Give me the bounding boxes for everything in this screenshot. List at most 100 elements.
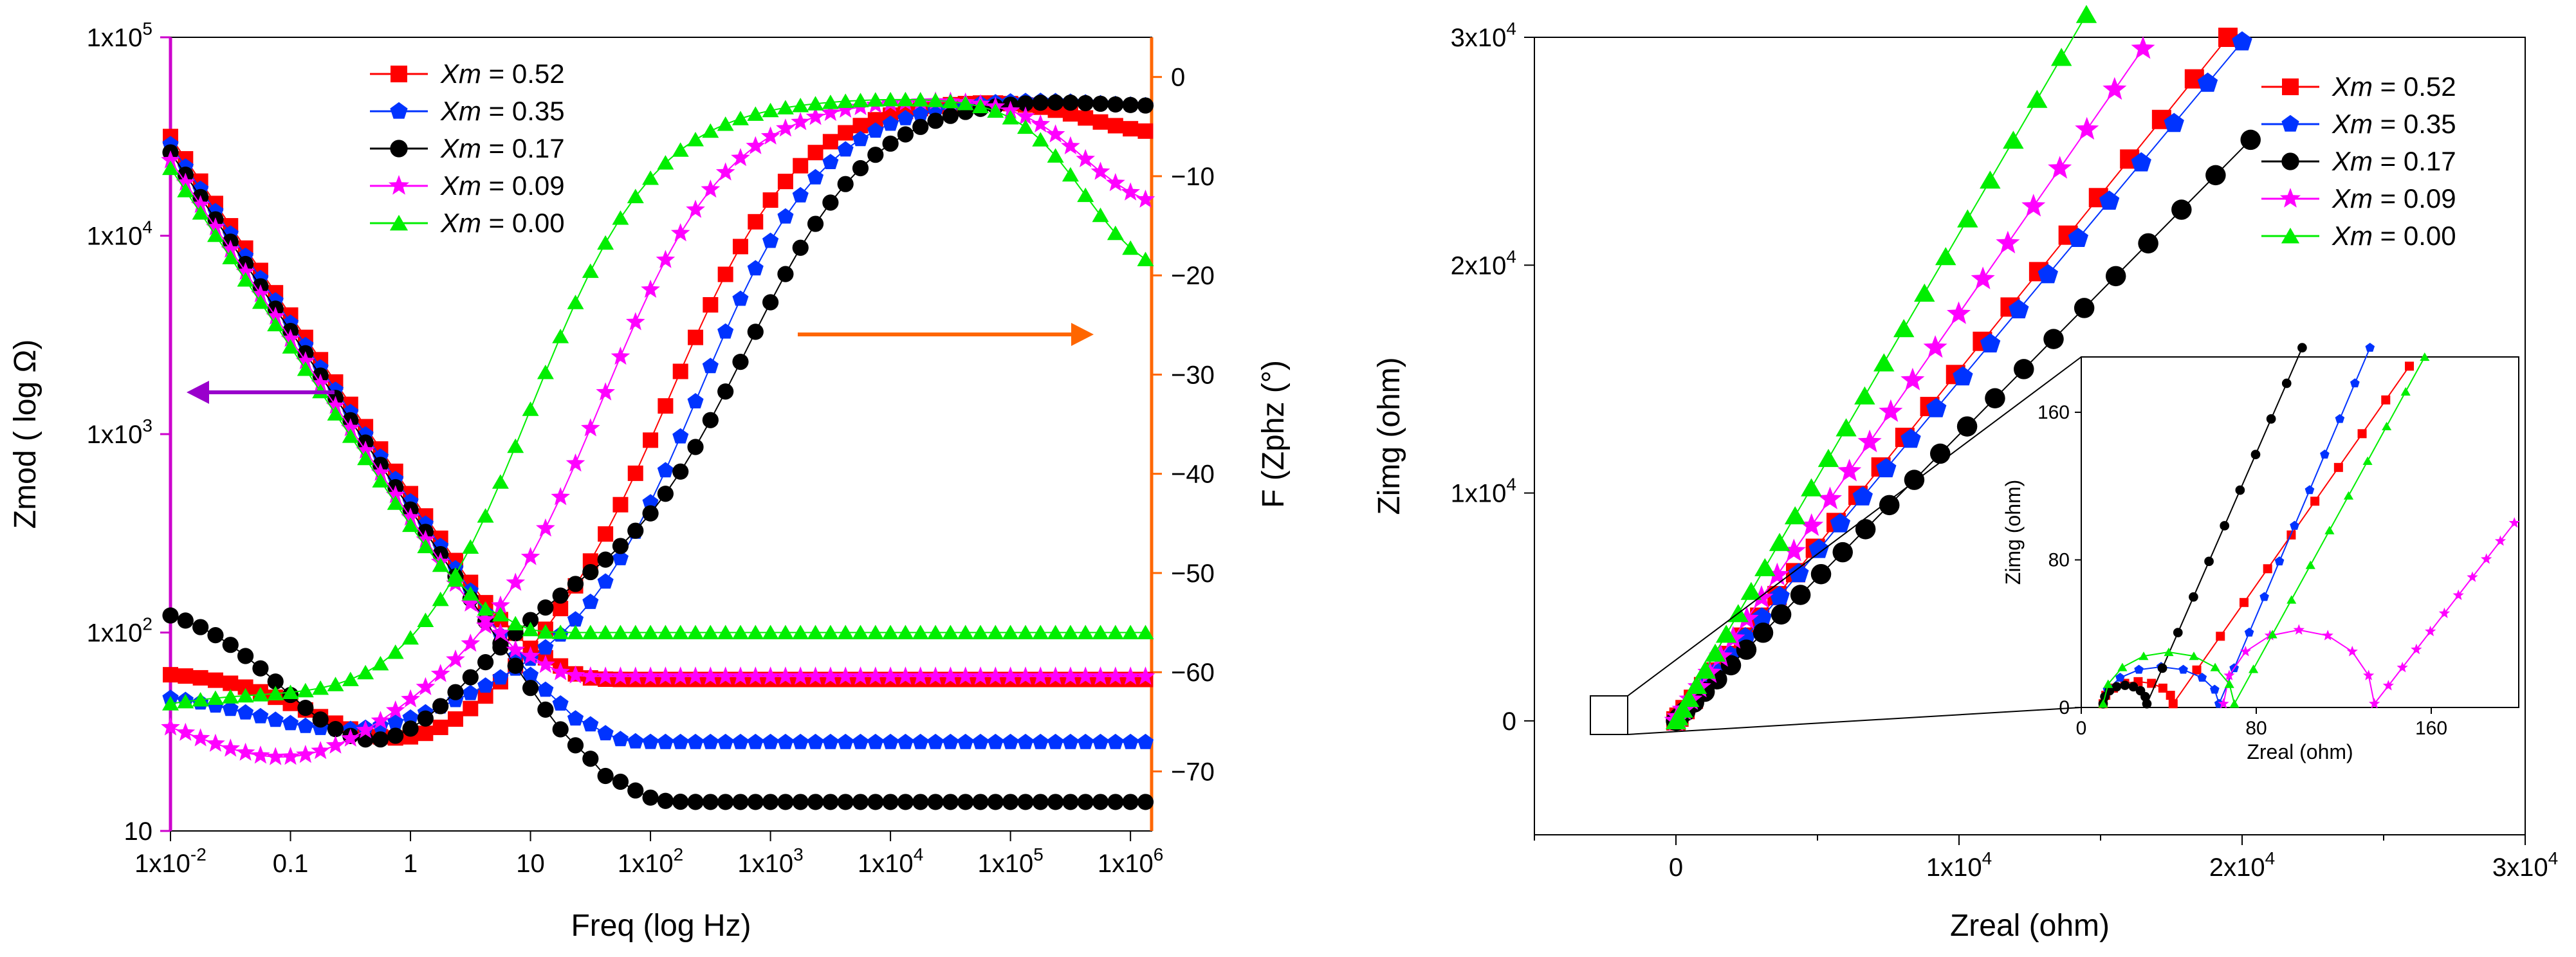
data-point (371, 462, 391, 481)
data-point (223, 675, 239, 691)
data-point (672, 733, 689, 749)
data-point (327, 406, 344, 421)
data-point (2322, 630, 2333, 641)
data-point (732, 239, 748, 255)
data-point (192, 205, 209, 220)
data-point (2368, 698, 2380, 709)
data-point (1002, 733, 1019, 749)
data-point (2204, 556, 2214, 567)
data-point (1123, 121, 1139, 137)
data-point (642, 494, 659, 510)
data-point (807, 733, 824, 749)
data-point (1090, 666, 1110, 685)
data-point (237, 648, 254, 664)
data-point (312, 680, 329, 695)
data-point (461, 633, 481, 652)
data-point (206, 733, 225, 752)
data-point (356, 440, 375, 459)
data-point (987, 733, 1004, 749)
inset-y-tick-label: 160 (2038, 402, 2070, 423)
data-point (1734, 606, 1759, 630)
legend-marker (388, 175, 410, 195)
data-point (881, 666, 900, 685)
data-point (897, 109, 914, 125)
data-point (1830, 513, 1851, 533)
data-point (612, 731, 629, 747)
data-point (897, 794, 914, 810)
data-point (267, 711, 284, 727)
data-point (1076, 666, 1095, 685)
data-point (582, 624, 599, 639)
data-point (852, 794, 869, 810)
data-point (418, 725, 434, 742)
data-point (1857, 429, 1882, 453)
data-point (522, 401, 539, 416)
data-point (642, 505, 659, 522)
data-point (717, 116, 734, 131)
data-point (401, 689, 420, 707)
data-point (1854, 386, 1875, 405)
data-point (656, 250, 676, 268)
data-point (251, 284, 270, 303)
data-point (222, 689, 239, 704)
data-point (1017, 794, 1034, 810)
data-point (2411, 643, 2422, 655)
data-point (748, 214, 764, 230)
y-left-tick-label: 1x104 (87, 217, 152, 251)
data-point (1947, 301, 1971, 324)
series-phase-3 (161, 91, 1155, 765)
x-tick-label: 1x102 (618, 844, 683, 878)
data-point (1121, 182, 1140, 201)
data-point (1751, 607, 1772, 626)
data-point (582, 594, 599, 609)
data-point (822, 733, 839, 749)
data-point (1032, 733, 1049, 749)
data-point (327, 677, 344, 691)
data-point (297, 717, 314, 733)
data-point (807, 624, 824, 639)
data-point (537, 599, 554, 616)
data-point (792, 98, 809, 113)
data-point (1061, 666, 1080, 685)
data-point (2105, 266, 2126, 287)
data-point (776, 666, 795, 685)
data-point (463, 700, 479, 716)
data-point (506, 572, 526, 591)
data-point (702, 358, 719, 374)
data-point (1817, 486, 1842, 509)
data-point (1137, 624, 1154, 639)
data-point (2452, 589, 2464, 600)
data-point (2235, 485, 2245, 495)
data-point (625, 312, 645, 331)
data-point (791, 666, 811, 685)
data-point (2350, 378, 2360, 388)
data-point (2210, 684, 2220, 694)
data-point (910, 666, 930, 685)
y-right-tick-label: −10 (1171, 163, 1215, 191)
data-point (2075, 5, 2097, 23)
data-point (2189, 652, 2199, 661)
data-point (402, 517, 419, 533)
data-point (491, 595, 510, 614)
data-point (190, 195, 210, 214)
data-point (1715, 624, 1737, 643)
data-point (1122, 733, 1139, 749)
data-point (2259, 592, 2269, 601)
data-point (627, 733, 644, 749)
data-point (566, 665, 585, 684)
legend-item: Xm = 0.00 (2261, 221, 2456, 251)
data-point (837, 93, 854, 108)
data-point (522, 666, 539, 682)
data-point (747, 324, 764, 340)
y-left-tick-label: 1x102 (87, 614, 152, 648)
data-point (866, 666, 885, 685)
legend-item: Xm = 0.52 (2261, 71, 2456, 102)
data-point (357, 450, 374, 466)
data-point (1879, 399, 1903, 422)
data-point (311, 741, 330, 760)
y-tick-label: 2x104 (1451, 246, 1516, 280)
data-point (2216, 632, 2225, 641)
data-point (867, 147, 884, 163)
data-point (520, 547, 540, 565)
data-point (2232, 31, 2252, 51)
